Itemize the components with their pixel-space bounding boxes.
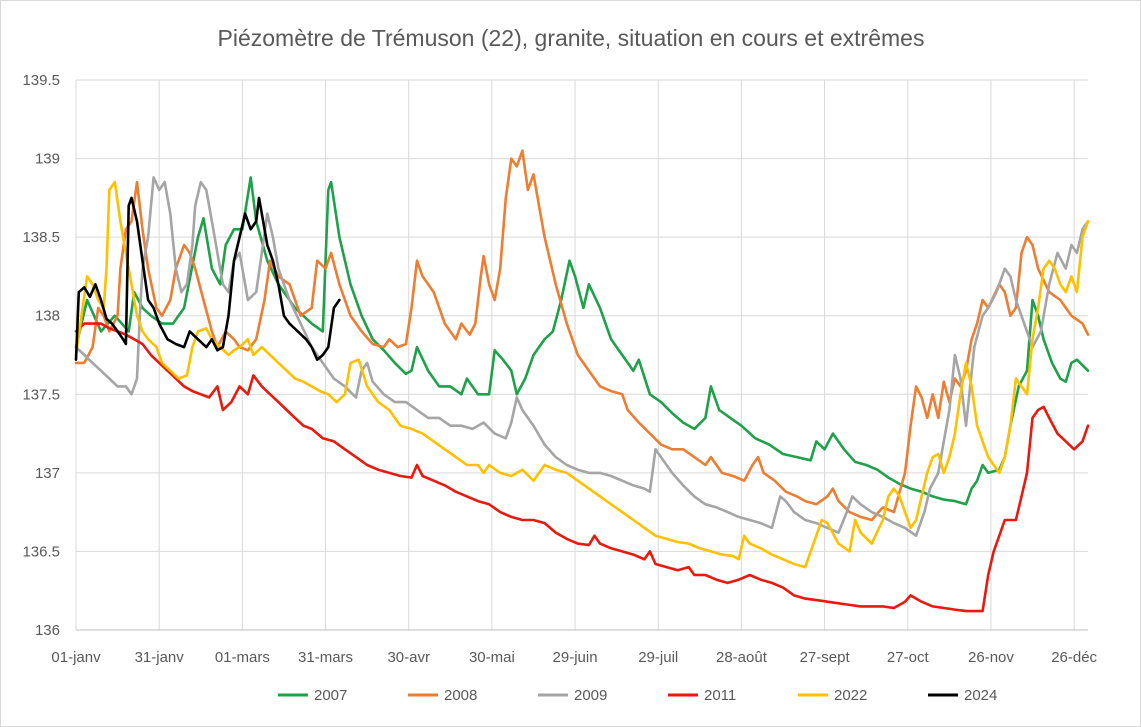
x-tick-label: 01-mars bbox=[215, 649, 270, 666]
chart-title: Piézomètre de Trémuson (22), granite, si… bbox=[218, 25, 925, 51]
series-line-2008 bbox=[74, 149, 1090, 522]
legend: 2007 2008 2009 2011 2022 2024 bbox=[278, 687, 997, 704]
series-line-2009 bbox=[74, 176, 1090, 537]
x-gridlines bbox=[75, 80, 1088, 631]
y-tick-label: 138 bbox=[35, 308, 60, 325]
y-gridlines bbox=[76, 79, 1088, 631]
x-tick-label: 31-mars bbox=[298, 649, 353, 666]
x-tick-label: 27-sept bbox=[800, 649, 851, 666]
series-line-2024 bbox=[74, 196, 341, 361]
x-tick-labels: 01-janv 31-janv 01-mars 31-mars 30-avr 30-mai… bbox=[51, 649, 1097, 666]
legend-label: 2022 bbox=[834, 687, 867, 704]
y-tick-label: 136 bbox=[35, 622, 60, 639]
x-tick-label: 01-janv bbox=[51, 649, 101, 666]
x-tick-label: 29-juin bbox=[553, 649, 598, 666]
series-lines bbox=[74, 149, 1090, 613]
x-tick-label: 30-avr bbox=[387, 649, 430, 666]
y-tick-label: 138.5 bbox=[22, 229, 60, 246]
legend-label: 2011 bbox=[704, 687, 736, 704]
y-tick-labels: 136 136.5 137 137.5 138 138.5 139 139.5 bbox=[22, 72, 60, 639]
legend-label: 2008 bbox=[444, 687, 477, 704]
y-tick-label: 137 bbox=[35, 465, 60, 482]
x-tick-label: 26-nov bbox=[968, 649, 1014, 666]
legend-label: 2007 bbox=[314, 687, 347, 704]
series-line-2007 bbox=[74, 176, 1090, 506]
y-tick-label: 137.5 bbox=[22, 386, 60, 403]
series-line-2022 bbox=[74, 180, 1090, 569]
x-tick-label: 29-juil bbox=[638, 649, 678, 666]
legend-label: 2024 bbox=[964, 687, 997, 704]
x-tick-label: 28-août bbox=[716, 649, 768, 666]
legend-label: 2009 bbox=[574, 687, 607, 704]
y-tick-label: 139 bbox=[35, 151, 60, 168]
y-tick-label: 139.5 bbox=[22, 72, 60, 89]
x-tick-label: 26-déc bbox=[1051, 649, 1097, 666]
series-line-2011 bbox=[74, 322, 1090, 613]
x-tick-label: 30-mai bbox=[469, 649, 515, 666]
y-tick-label: 136.5 bbox=[22, 543, 60, 560]
x-tick-label: 27-oct bbox=[887, 649, 930, 666]
x-tick-label: 31-janv bbox=[135, 649, 185, 666]
